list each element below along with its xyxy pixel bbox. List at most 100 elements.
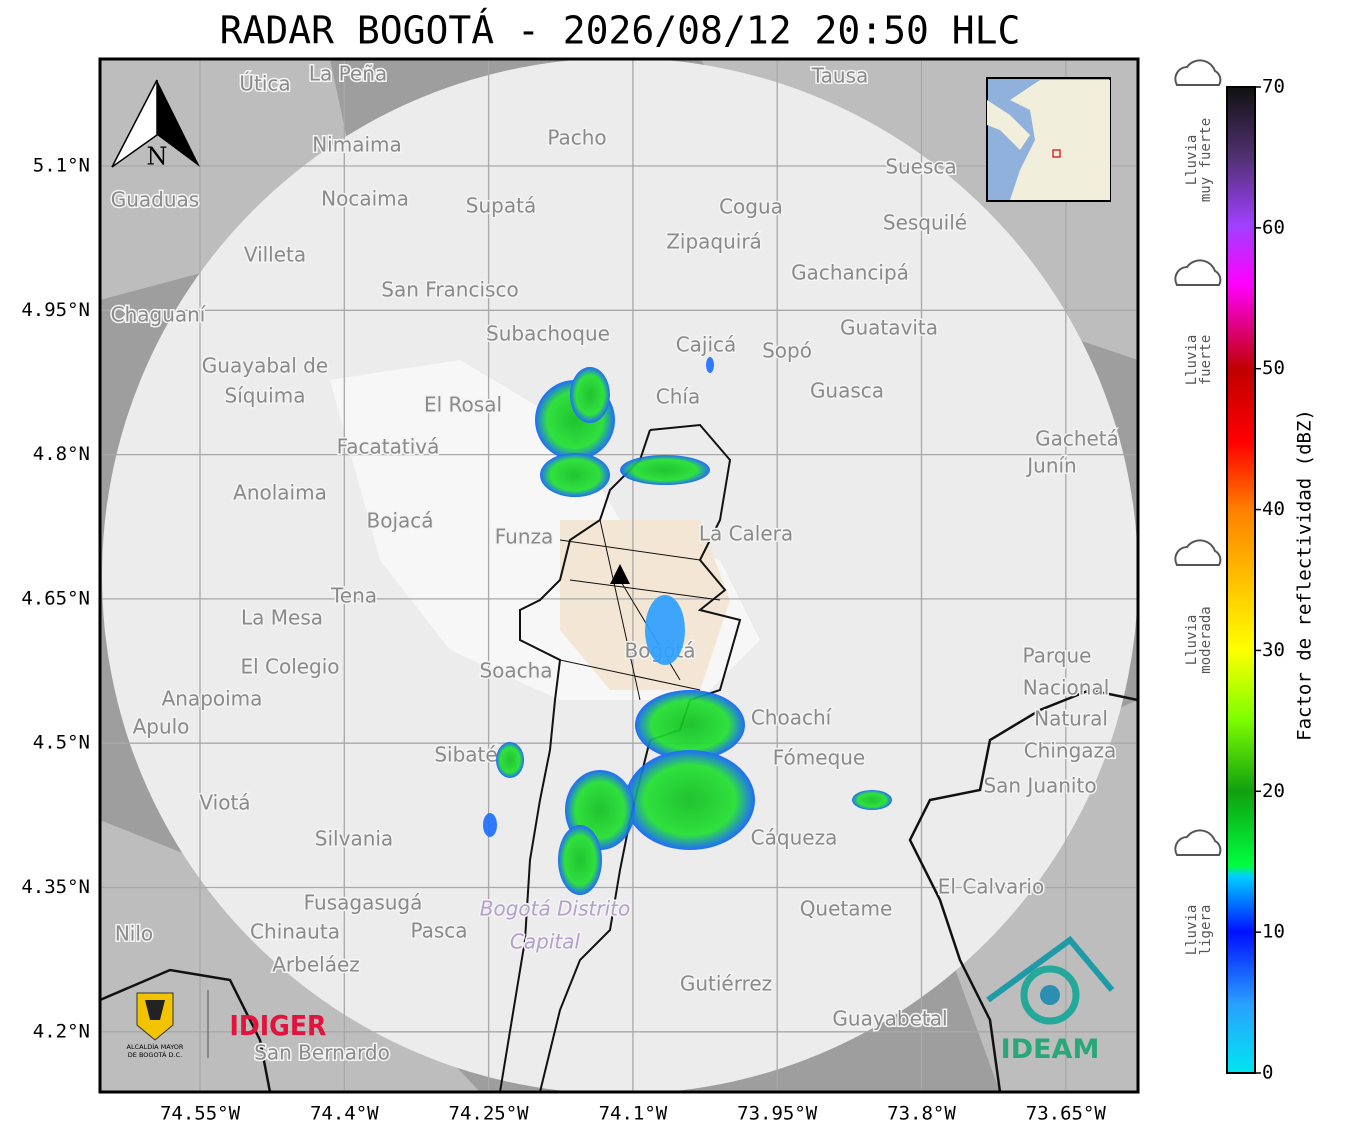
category-label: Lluvia (1184, 905, 1200, 956)
cloud-icon (1174, 259, 1222, 286)
cloud-icon (1174, 539, 1222, 566)
cloud-icon (1174, 829, 1222, 856)
place-label: Quetame (800, 897, 893, 921)
colorbar (1226, 86, 1256, 1074)
lon-label: 73.65°W (1026, 1103, 1107, 1125)
place-label: Apulo (133, 715, 190, 739)
place-label: Supatá (466, 194, 536, 218)
place-label: Zipaquirá (666, 230, 762, 254)
lat-label: 4.5°N (33, 732, 90, 754)
place-label: Suesca (885, 155, 956, 179)
place-label: Cajicá (676, 333, 737, 357)
place-label: Guaduas (111, 188, 199, 212)
place-label: La Mesa (241, 606, 323, 630)
colorbar-tick-label: 70 (1262, 76, 1285, 98)
place-label: Nilo (115, 922, 153, 946)
place-label: Pasca (410, 919, 467, 943)
idiger-logo: IDIGER (230, 1010, 327, 1043)
lon-label: 73.8°W (887, 1103, 956, 1125)
category-label: fuerte (1198, 335, 1214, 386)
colorbar-tick-label: 0 (1262, 1062, 1273, 1084)
place-label: Anolaima (233, 481, 327, 505)
district-label: Bogotá Distrito (480, 897, 630, 921)
place-label: Sesquilé (883, 211, 967, 235)
place-label: Tena (330, 584, 377, 608)
lon-label: 73.95°W (737, 1103, 818, 1125)
place-label: Bojacá (366, 509, 433, 533)
lon-label: 74.25°W (449, 1103, 530, 1125)
place-label: Fusagasugá (304, 891, 423, 915)
place-label: Chinauta (250, 920, 340, 944)
colorbar-ticks: 0 10 20 30 40 50 60 70 (1255, 76, 1285, 1084)
place-label: Silvania (315, 827, 393, 851)
category-label: Lluvia (1184, 615, 1200, 666)
place-label: Viotá (199, 791, 250, 815)
map-area: La Peña Útica Tausa Pacho Nimaima Suesca Guadu… (100, 59, 1138, 1092)
place-label: Síquima (225, 384, 306, 408)
place-label: Choachí (751, 706, 833, 730)
colorbar-tick-label: 10 (1262, 921, 1285, 943)
category-label: Lluvia (1184, 335, 1200, 386)
place-label: Subachoque (486, 322, 610, 346)
place-label: Nacional (1023, 676, 1110, 700)
radar-echoes (483, 357, 892, 895)
place-label: Funza (495, 525, 554, 549)
inset-map (986, 77, 1111, 202)
place-label: Chaguaní (111, 303, 207, 327)
colorbar-tick-label: 30 (1262, 639, 1285, 661)
cloud-icon (1174, 59, 1222, 86)
category-label: ligera (1198, 905, 1214, 956)
place-label: Sibaté (434, 743, 497, 767)
place-label: Útica (239, 72, 290, 96)
place-label: Arbeláez (272, 953, 360, 977)
lat-label: 4.2°N (33, 1020, 90, 1042)
ideam-text: IDEAM (1001, 1034, 1100, 1065)
place-label: Junín (1025, 454, 1076, 478)
place-label: Natural (1034, 707, 1108, 731)
colorbar-tick-label: 60 (1262, 216, 1285, 238)
place-label: Pacho (547, 126, 606, 150)
place-label: San Juanito (983, 774, 1096, 798)
category-label: muy fuerte (1198, 118, 1214, 202)
colorbar-tick-label: 50 (1262, 357, 1285, 379)
district-label: Capital (510, 930, 581, 954)
urban (560, 520, 730, 690)
lat-label: 4.8°N (33, 443, 90, 465)
ideam-logo: IDEAM (986, 935, 1115, 1065)
compass-label: N (147, 143, 168, 171)
lat-label: 4.65°N (21, 587, 90, 609)
place-label: Parque (1023, 644, 1092, 668)
place-label: Guayabal de (202, 354, 328, 378)
alcaldia-logo: ALCALDÍA MAYOR DE BOGOTÁ D.C. IDIGER (127, 990, 327, 1059)
place-label: Chingaza (1024, 739, 1117, 763)
place-label: Nimaima (312, 133, 402, 157)
grid (100, 59, 1138, 1092)
colorbar-tick-label: 40 (1262, 498, 1285, 520)
lat-label: 4.95°N (21, 299, 90, 321)
north-arrow: N (111, 79, 200, 171)
place-label: Guasca (810, 379, 884, 403)
lon-label: 74.55°W (160, 1103, 241, 1125)
map-frame (98, 57, 1140, 1094)
place-label: El Colegio (240, 655, 339, 679)
place-label: La Peña (309, 62, 387, 86)
colorbar-tick-label: 20 (1262, 780, 1285, 802)
place-label: Gachetá (1035, 427, 1119, 451)
place-label: El Rosal (424, 393, 502, 417)
place-label: Nocaima (321, 187, 409, 211)
place-label: Cáqueza (751, 826, 838, 850)
place-label: La Calera (699, 522, 793, 546)
alcaldia-text: ALCALDÍA MAYOR (127, 1042, 184, 1051)
place-label: San Bernardo (254, 1041, 390, 1065)
category-label: Lluvia (1184, 135, 1200, 186)
place-label: Chía (656, 385, 700, 409)
place-labels: La Peña Útica Tausa Pacho Nimaima Suesca Guadu… (109, 60, 1120, 1066)
lon-label: 74.4°W (310, 1103, 379, 1125)
category-label: moderada (1198, 606, 1214, 673)
